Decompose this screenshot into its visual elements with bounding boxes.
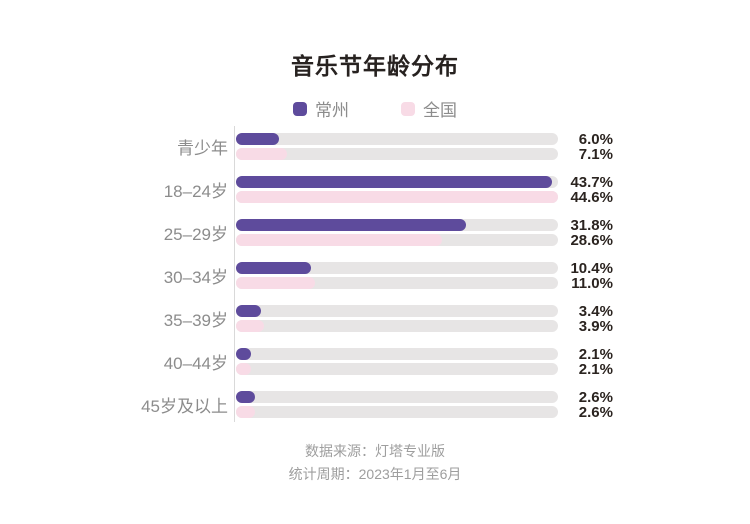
bar-group: 31.8% 28.6% [236,216,613,249]
bar-rows: 青少年 6.0% 7.1% 18–24岁 43.7% 44.6% 25–29岁 31.8% 28… [0,130,613,421]
bar-chart: 青少年 6.0% 7.1% 18–24岁 43.7% 44.6% 25–29岁 31.8% 28… [0,126,613,434]
category-row: 35–39岁 3.4% 3.9% [0,302,613,335]
category-row: 45岁及以上 2.6% 2.6% [0,388,613,421]
category-row: 25–29岁 31.8% 28.6% [0,216,613,249]
value-label: 7.1% [578,145,613,163]
category-row: 40–44岁 2.1% 2.1% [0,345,613,378]
category-row: 30–34岁 10.4% 11.0% [0,259,613,292]
bar-fill-series-2 [236,277,316,289]
bar-track [236,234,558,246]
value-label: 3.4% [578,302,613,320]
bar-group: 2.1% 2.1% [236,345,613,378]
legend-label: 全国 [423,101,457,120]
bar-line-series-1: 2.1% [236,345,613,363]
value-label: 6.0% [578,130,613,148]
bar-line-series-2: 44.6% [236,188,613,206]
bar-track [236,277,558,289]
bar-fill-series-2 [236,320,265,332]
legend-item-1[interactable]: 常州 [293,96,349,121]
legend-swatch-icon [401,101,415,116]
bar-track [236,191,558,203]
value-label: 2.1% [578,345,613,363]
axis-line [234,126,235,422]
bar-line-series-1: 6.0% [236,130,613,148]
bar-track [236,406,558,418]
value-label: 11.0% [571,274,613,292]
category-label: 青少年 [177,139,228,158]
bar-line-series-1: 3.4% [236,302,613,320]
stat-period-note: 统计周期：2023年1月至6月 [288,466,462,482]
data-source-note: 数据来源：灯塔专业版 [305,443,445,459]
value-label: 2.6% [578,388,613,406]
bar-line-series-1: 2.6% [236,388,613,406]
bar-line-series-1: 10.4% [236,259,613,277]
value-label: 3.9% [578,317,613,335]
bar-line-series-2: 11.0% [236,274,613,292]
legend-label: 常州 [315,101,349,120]
value-label: 28.6% [570,231,613,249]
bar-fill-series-1 [236,305,261,317]
value-label: 10.4% [570,259,613,277]
category-label: 18–24岁 [163,182,228,201]
bar-track [236,133,558,145]
bar-fill-series-2 [236,234,443,246]
bar-track [236,148,558,160]
bar-track [236,348,558,360]
category-row: 18–24岁 43.7% 44.6% [0,173,613,206]
bar-track [236,262,558,274]
value-label: 2.6% [578,403,613,421]
bar-fill-series-2 [236,406,255,418]
value-label: 31.8% [570,216,613,234]
value-label: 44.6% [570,188,613,206]
bar-fill-series-1 [236,133,280,145]
category-label: 40–44岁 [163,354,228,373]
bar-fill-series-1 [236,219,466,231]
bar-fill-series-1 [236,176,552,188]
bar-line-series-2: 28.6% [236,231,613,249]
bar-track [236,391,558,403]
bar-track [236,363,558,375]
bar-group: 6.0% 7.1% [236,130,613,163]
category-label: 35–39岁 [163,311,228,330]
bar-fill-series-2 [236,148,288,160]
bar-group: 3.4% 3.9% [236,302,613,335]
chart-title: 音乐节年龄分布 [291,53,459,79]
value-label: 2.1% [578,360,613,378]
category-row: 青少年 6.0% 7.1% [0,130,613,163]
bar-group: 43.7% 44.6% [236,173,613,206]
bar-line-series-1: 31.8% [236,216,613,234]
category-label: 45岁及以上 [141,397,228,416]
bar-track [236,176,558,188]
bar-fill-series-1 [236,348,252,360]
bar-track [236,219,558,231]
chart-footer: 数据来源：灯塔专业版 统计周期：2023年1月至6月 [0,440,750,486]
bar-line-series-2: 2.1% [236,360,613,378]
bar-line-series-2: 7.1% [236,145,613,163]
legend-swatch-icon [293,101,307,116]
category-label: 30–34岁 [163,268,228,287]
bar-fill-series-1 [236,391,255,403]
bar-line-series-2: 3.9% [236,317,613,335]
bar-fill-series-2 [236,363,252,375]
legend-item-2[interactable]: 全国 [401,96,457,121]
bar-line-series-2: 2.6% [236,403,613,421]
bar-fill-series-1 [236,262,312,274]
bar-track [236,305,558,317]
category-label: 25–29岁 [163,225,228,244]
bar-track [236,320,558,332]
legend: 常州 全国 [0,96,750,121]
value-label: 43.7% [570,173,613,191]
bar-fill-series-2 [236,191,558,203]
bar-line-series-1: 43.7% [236,173,613,191]
bar-group: 2.6% 2.6% [236,388,613,421]
bar-group: 10.4% 11.0% [236,259,613,292]
